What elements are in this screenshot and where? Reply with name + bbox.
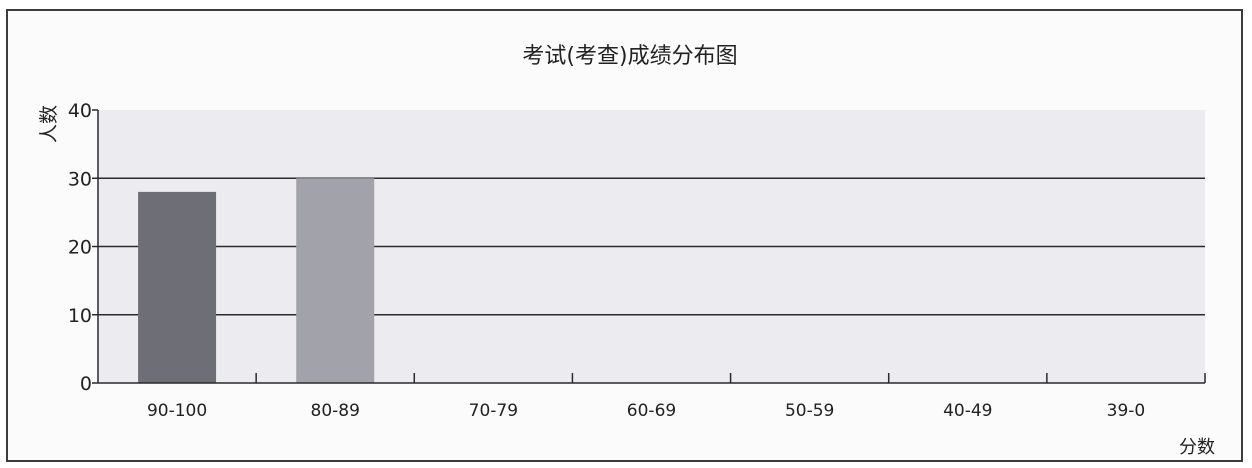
bar-90-100 — [138, 191, 217, 383]
y-tick-label: 0 — [80, 373, 92, 395]
chart-title: 考试(考查)成绩分布图 — [522, 44, 737, 69]
y-tick-label: 10 — [68, 305, 92, 327]
x-tick-label: 60-69 — [627, 401, 676, 421]
y-tick-label: 20 — [68, 237, 92, 259]
y-tick-label: 30 — [68, 168, 92, 190]
x-tick-label: 39-0 — [1107, 401, 1146, 421]
bars — [138, 178, 375, 383]
x-tick-label: 70-79 — [469, 401, 518, 421]
y-tick-label: 40 — [68, 100, 92, 122]
y-axis-label: 人数 — [38, 105, 60, 143]
y-tick-labels: 0 10 20 30 40 — [68, 100, 92, 395]
x-tick-labels: 90-100 80-89 70-79 60-69 50-59 40-49 39-0 — [147, 401, 1145, 421]
x-tick-label: 90-100 — [147, 401, 207, 421]
x-tick-label: 50-59 — [785, 401, 834, 421]
bar-80-89 — [296, 178, 375, 383]
axes — [92, 109, 1206, 384]
x-axis-label: 分数 — [1179, 437, 1215, 458]
gridlines — [98, 177, 1205, 316]
x-tick-label: 80-89 — [311, 401, 360, 421]
x-tick-label: 40-49 — [943, 401, 992, 421]
